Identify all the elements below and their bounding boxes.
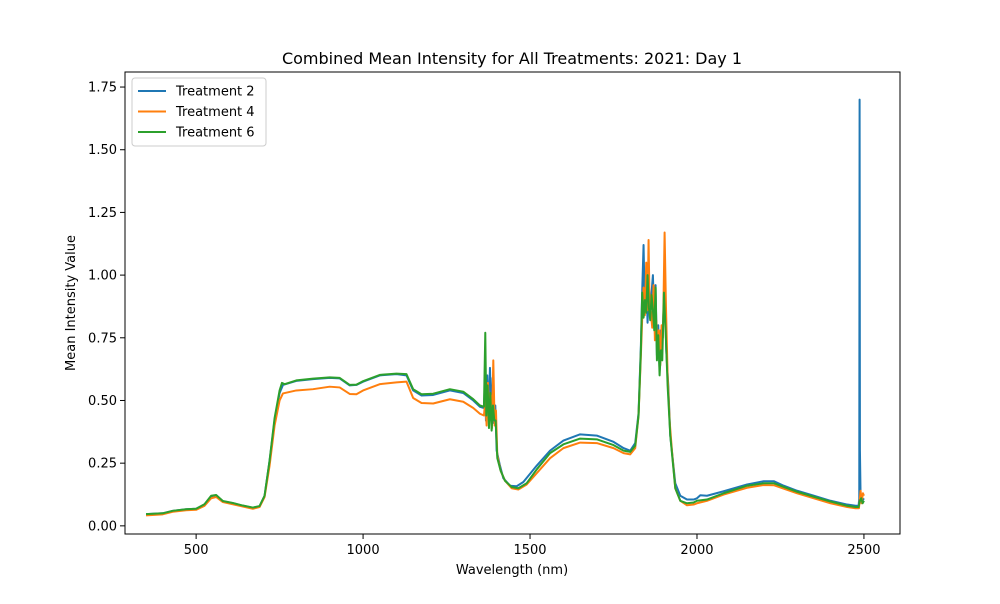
x-tick-label: 1500 (513, 543, 546, 558)
series-line-2 (145, 231, 865, 517)
y-tick-label: 1.25 (88, 206, 117, 221)
x-axis-ticks: 500 1000 1500 2000 2500 (184, 534, 880, 558)
x-tick-label: 1000 (347, 543, 380, 558)
legend-label: Treatment 2 (175, 85, 255, 100)
y-tick-label: 1.75 (88, 81, 117, 96)
legend: Treatment 2 Treatment 4 Treatment 6 (131, 77, 267, 147)
legend-box (131, 77, 267, 147)
legend-label: Treatment 4 (175, 105, 255, 120)
y-tick-label: 1.50 (88, 143, 117, 158)
y-tick-label: 0.25 (88, 457, 117, 472)
y-axis-ticks: 0.00 0.25 0.50 0.75 1.00 1.25 1.50 1.75 (88, 81, 125, 534)
series-layer (145, 98, 865, 517)
x-tick-label: 500 (184, 543, 209, 558)
x-axis-label: Wavelength (nm) (456, 563, 568, 578)
series-line-3 (145, 274, 865, 516)
y-tick-label: 0.00 (88, 519, 117, 534)
plot-frame (124, 71, 901, 535)
y-tick-label: 0.50 (88, 394, 117, 409)
legend-label: Treatment 6 (175, 126, 255, 141)
x-tick-label: 2000 (680, 543, 713, 558)
y-tick-label: 1.00 (88, 269, 117, 284)
y-tick-label: 0.75 (88, 331, 117, 346)
y-axis-label: Mean Intensity Value (64, 235, 79, 371)
chart-title: Combined Mean Intensity for All Treatmen… (282, 49, 742, 68)
x-tick-label: 2500 (847, 543, 880, 558)
